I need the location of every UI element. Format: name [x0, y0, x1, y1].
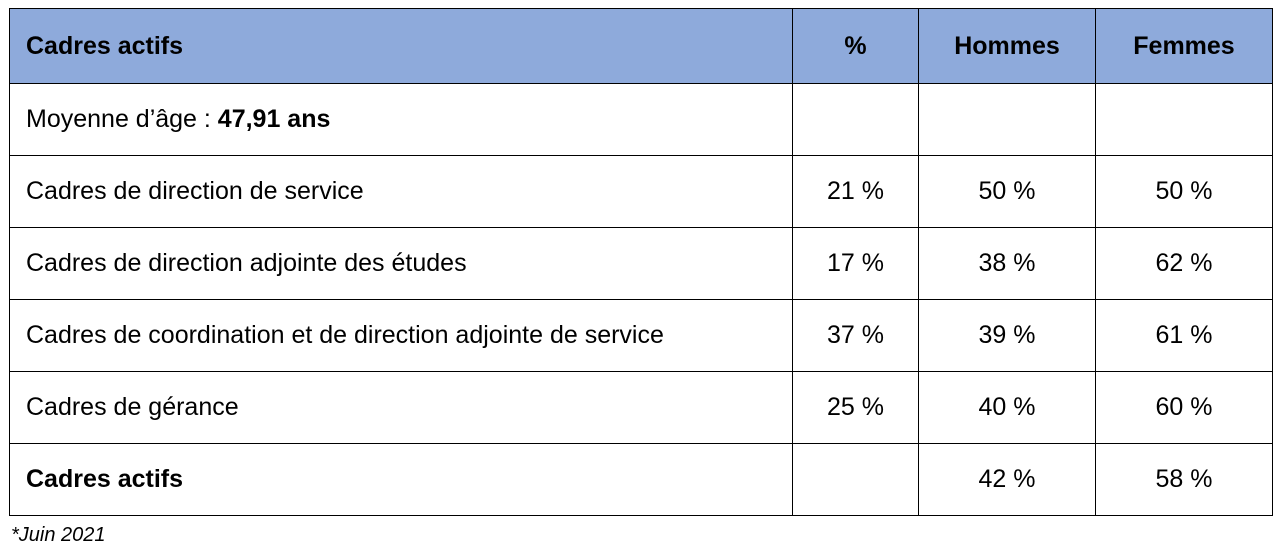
header-women: Femmes	[1095, 8, 1273, 84]
age-value: 47,91 ans	[217, 105, 331, 133]
table-row: Cadres de direction adjointe des études …	[9, 227, 1273, 300]
age-cell: Moyenne d’âge : 47,91 ans	[9, 83, 793, 156]
row-men: 39 %	[918, 299, 1096, 372]
cadres-table: Cadres actifs % Hommes Femmes Moyenne d’…	[9, 8, 1273, 516]
row-label: Cadres de gérance	[9, 371, 793, 444]
total-label: Cadres actifs	[9, 443, 793, 516]
row-percent: 37 %	[792, 299, 919, 372]
row-women: 62 %	[1095, 227, 1273, 300]
row-label: Cadres de coordination et de direction a…	[9, 299, 793, 372]
row-label: Cadres de direction de service	[9, 155, 793, 228]
row-percent: 25 %	[792, 371, 919, 444]
row-men: 38 %	[918, 227, 1096, 300]
total-women: 58 %	[1095, 443, 1273, 516]
table-row: Cadres de coordination et de direction a…	[9, 299, 1273, 372]
row-men: 40 %	[918, 371, 1096, 444]
age-percent-cell	[792, 83, 919, 156]
row-men: 50 %	[918, 155, 1096, 228]
row-percent: 21 %	[792, 155, 919, 228]
row-women: 60 %	[1095, 371, 1273, 444]
header-men: Hommes	[918, 8, 1096, 84]
total-percent	[792, 443, 919, 516]
row-percent: 17 %	[792, 227, 919, 300]
table-row: Cadres de direction de service 21 % 50 %…	[9, 155, 1273, 228]
header-label: Cadres actifs	[9, 8, 793, 84]
row-women: 61 %	[1095, 299, 1273, 372]
age-men-cell	[918, 83, 1096, 156]
age-women-cell	[1095, 83, 1273, 156]
table-row: Cadres de gérance 25 % 40 % 60 %	[9, 371, 1273, 444]
age-label: Moyenne d’âge :	[26, 105, 218, 133]
header-percent: %	[792, 8, 919, 84]
total-men: 42 %	[918, 443, 1096, 516]
row-label: Cadres de direction adjointe des études	[9, 227, 793, 300]
header-row: Cadres actifs % Hommes Femmes	[9, 8, 1273, 84]
footnote: *Juin 2021	[11, 524, 106, 546]
total-row: Cadres actifs 42 % 58 %	[9, 443, 1273, 516]
row-women: 50 %	[1095, 155, 1273, 228]
age-row: Moyenne d’âge : 47,91 ans	[9, 83, 1273, 156]
